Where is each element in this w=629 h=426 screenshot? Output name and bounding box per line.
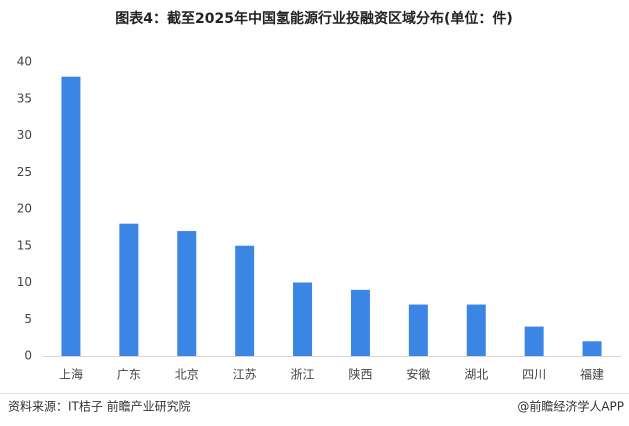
x-tick-label: 四川 bbox=[522, 368, 546, 382]
x-tick-label: 浙江 bbox=[291, 368, 315, 382]
y-tick-label: 0 bbox=[24, 349, 32, 363]
bar bbox=[408, 304, 428, 356]
x-tick-label: 广东 bbox=[117, 368, 141, 382]
brand: @前瞻经济学人APP bbox=[517, 399, 624, 414]
source: 资料来源：IT桔子 前瞻产业研究院 bbox=[8, 399, 191, 414]
bar bbox=[61, 76, 81, 356]
chart-title: 图表4：截至2025年中国氢能源行业投融资区域分布(单位：件) bbox=[115, 10, 513, 27]
bar bbox=[177, 231, 197, 356]
bar bbox=[582, 341, 602, 356]
bar bbox=[466, 304, 486, 356]
y-tick-label: 20 bbox=[17, 202, 32, 216]
bar bbox=[350, 289, 370, 356]
x-tick-label: 陕西 bbox=[348, 367, 372, 382]
x-tick-label: 北京 bbox=[175, 368, 199, 382]
y-tick-label: 30 bbox=[17, 128, 32, 142]
bar bbox=[293, 282, 313, 356]
y-tick-label: 5 bbox=[24, 312, 32, 326]
x-tick-label: 江苏 bbox=[233, 368, 257, 382]
y-tick-label: 25 bbox=[17, 165, 32, 179]
y-tick-label: 35 bbox=[17, 91, 32, 105]
bar bbox=[119, 223, 139, 356]
bar bbox=[235, 245, 255, 356]
y-tick-label: 40 bbox=[17, 55, 32, 69]
y-tick-label: 10 bbox=[17, 275, 32, 289]
x-tick-label: 安徽 bbox=[406, 367, 430, 382]
x-tick-label: 湖北 bbox=[464, 367, 488, 382]
x-tick-label: 上海 bbox=[59, 367, 83, 382]
x-tick-label: 福建 bbox=[580, 367, 604, 382]
y-tick-label: 15 bbox=[17, 238, 32, 252]
bar bbox=[524, 326, 544, 356]
